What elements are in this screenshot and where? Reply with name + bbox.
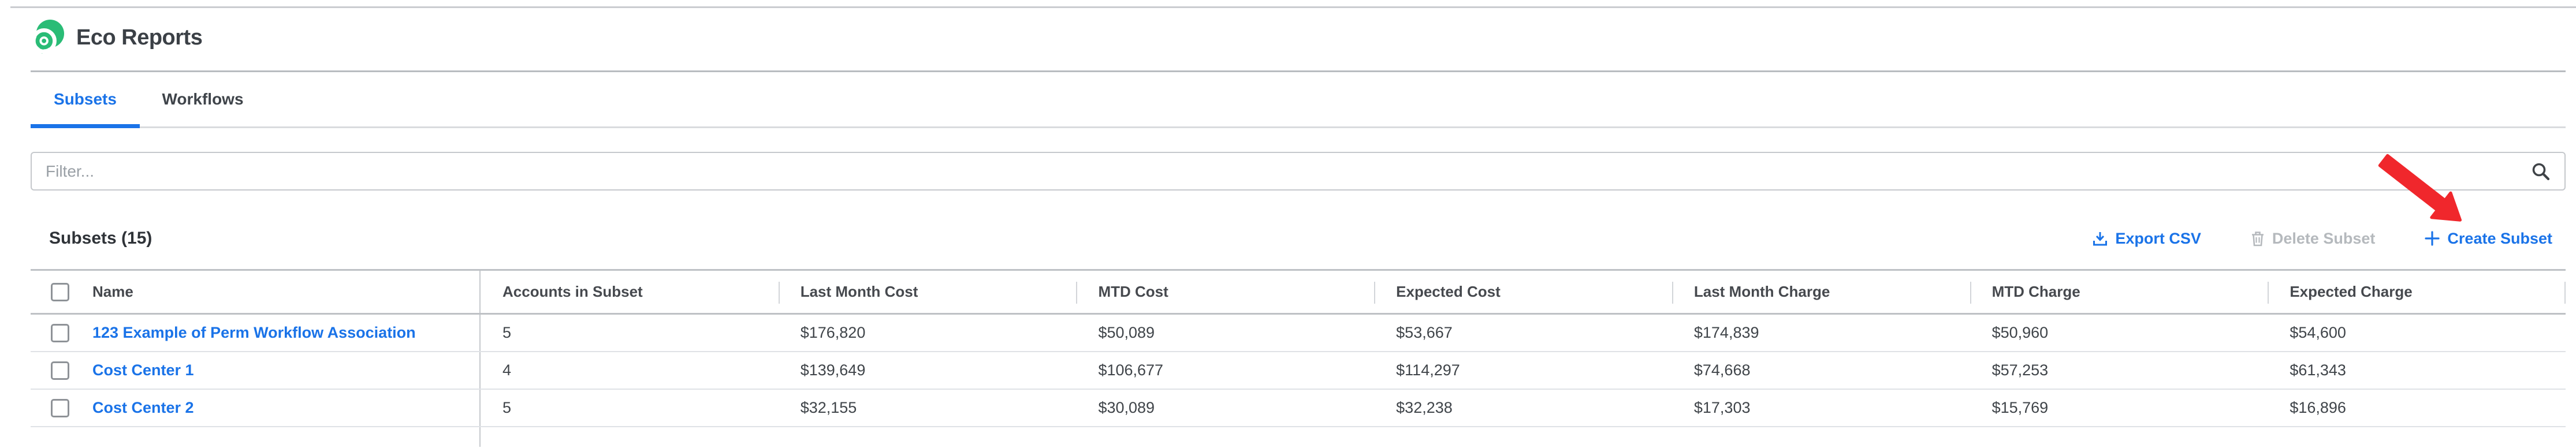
app-header: Eco Reports bbox=[29, 20, 2566, 55]
cell-name: Cost Center 2 bbox=[31, 390, 481, 426]
column-header-accounts: Accounts in Subset bbox=[502, 283, 643, 300]
search-icon[interactable] bbox=[2531, 162, 2551, 181]
delete-subset-button[interactable]: Delete Subset bbox=[2251, 229, 2376, 248]
cell-expected-charge: $16,896 bbox=[2290, 399, 2346, 416]
subsets-table: Name Accounts in Subset Last Month Cost … bbox=[31, 269, 2566, 447]
column-header-expected-cost: Expected Cost bbox=[1374, 271, 1672, 313]
column-header-mtd-charge: MTD Charge bbox=[1970, 271, 2268, 313]
filter-bar bbox=[31, 152, 2566, 191]
cell-accounts bbox=[481, 427, 779, 447]
delete-subset-label: Delete Subset bbox=[2272, 229, 2376, 247]
column-header-mtd-cost: MTD Cost bbox=[1076, 271, 1374, 313]
export-csv-button[interactable]: Export CSV bbox=[2093, 230, 2201, 248]
table-row: Cost Center 2 5 $32,155 $30,089 $32,238 … bbox=[31, 390, 2566, 427]
window-top-border bbox=[10, 6, 2576, 8]
subsets-toolbar: Subsets (15) Export CSV bbox=[31, 226, 2566, 251]
create-subset-button[interactable]: Create Subset bbox=[2425, 230, 2552, 248]
eco-reports-page: Eco Reports Subsets Workflows Subsets (1… bbox=[31, 0, 2566, 447]
page-title: Eco Reports bbox=[76, 25, 203, 50]
create-subset-label: Create Subset bbox=[2447, 229, 2552, 247]
cell-expected-charge: $54,600 bbox=[2290, 324, 2346, 341]
cell-mtd-charge: $15,769 bbox=[1991, 399, 2049, 416]
table-row-clipped bbox=[31, 427, 2566, 447]
column-header-last-month-cost: Last Month Cost bbox=[778, 271, 1077, 313]
download-icon bbox=[2093, 231, 2108, 247]
cell-expected-cost: $53,667 bbox=[1396, 324, 1453, 341]
filter-input[interactable] bbox=[31, 152, 2566, 191]
trash-icon bbox=[2251, 231, 2265, 247]
cell-expected-charge: $61,343 bbox=[2290, 361, 2346, 379]
cell-accounts: 4 bbox=[502, 361, 512, 379]
cell-mtd-charge: $57,253 bbox=[1991, 361, 2049, 379]
header-divider bbox=[31, 70, 2566, 72]
subsets-count-heading: Subsets (15) bbox=[49, 229, 152, 248]
cell-last-month-cost: $176,820 bbox=[800, 324, 866, 341]
tab-subsets-label: Subsets bbox=[54, 90, 117, 108]
eco-logo-icon bbox=[29, 20, 65, 55]
cell-last-month-charge: $174,839 bbox=[1693, 324, 1759, 341]
cell-name: 123 Example of Perm Workflow Association bbox=[31, 315, 481, 351]
tab-workflows[interactable]: Workflows bbox=[140, 72, 266, 126]
subset-name-link[interactable]: Cost Center 1 bbox=[92, 361, 194, 379]
cell-mtd-cost: $30,089 bbox=[1098, 399, 1155, 416]
subset-name-link[interactable]: 123 Example of Perm Workflow Association bbox=[92, 324, 416, 341]
cell-name: Cost Center 1 bbox=[31, 352, 481, 389]
cell-mtd-cost: $50,089 bbox=[1098, 324, 1155, 341]
cell-last-month-cost: $32,155 bbox=[800, 399, 857, 416]
row-checkbox[interactable] bbox=[51, 323, 69, 342]
tab-workflows-label: Workflows bbox=[162, 90, 244, 108]
table-row: 123 Example of Perm Workflow Association… bbox=[31, 315, 2566, 352]
cell-mtd-cost: $106,677 bbox=[1098, 361, 1164, 379]
column-header-name: Name bbox=[92, 283, 133, 300]
cell-accounts: 5 bbox=[502, 324, 512, 341]
column-header-last-month-charge: Last Month Charge bbox=[1672, 271, 1970, 313]
table-header-row: Name Accounts in Subset Last Month Cost … bbox=[31, 269, 2566, 315]
active-tab-underline bbox=[31, 124, 140, 128]
plus-icon bbox=[2425, 231, 2440, 246]
subset-name-link[interactable]: Cost Center 2 bbox=[92, 399, 194, 416]
cell-name bbox=[31, 427, 481, 447]
header-cell-name: Name bbox=[31, 271, 481, 313]
tab-bar: Subsets Workflows bbox=[31, 72, 2566, 128]
cell-mtd-charge: $50,960 bbox=[1991, 324, 2049, 341]
table-row: Cost Center 1 4 $139,649 $106,677 $114,2… bbox=[31, 352, 2566, 390]
cell-accounts: 5 bbox=[502, 399, 512, 416]
toolbar-actions: Export CSV Delete Subset bbox=[2043, 230, 2566, 248]
row-checkbox[interactable] bbox=[51, 361, 69, 380]
cell-last-month-charge: $17,303 bbox=[1693, 399, 1751, 416]
cell-last-month-cost: $139,649 bbox=[800, 361, 866, 379]
tab-subsets[interactable]: Subsets bbox=[31, 72, 140, 128]
column-header-expected-charge: Expected Charge bbox=[2268, 271, 2566, 313]
cell-expected-cost: $114,297 bbox=[1396, 361, 1460, 379]
export-csv-label: Export CSV bbox=[2115, 229, 2201, 247]
cell-last-month-charge: $74,668 bbox=[1693, 361, 1751, 379]
select-all-checkbox[interactable] bbox=[51, 282, 69, 301]
cell-expected-cost: $32,238 bbox=[1396, 399, 1453, 416]
row-checkbox[interactable] bbox=[51, 398, 69, 417]
